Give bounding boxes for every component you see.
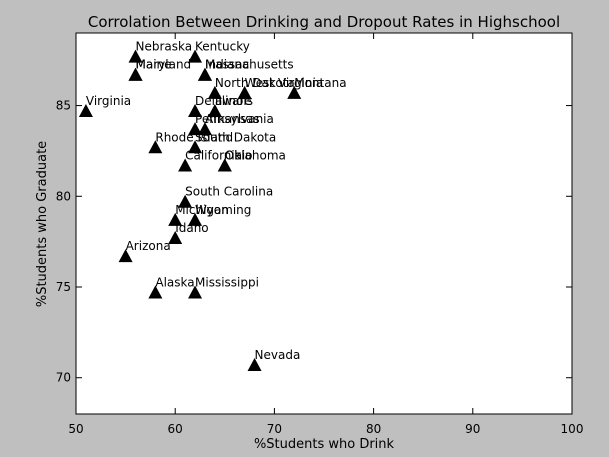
point-label: Rhode Island — [155, 130, 233, 144]
axis-ticks: 50 60 70 80 90 100 70 75 80 85 — [56, 33, 584, 436]
point-label: Nebraska — [136, 40, 193, 54]
point-label: Kentucky — [195, 40, 250, 54]
point-label: North Dakota — [215, 76, 295, 90]
point-label: Nevada — [255, 348, 301, 362]
point-label: Mississippi — [195, 275, 259, 289]
point-label: California — [185, 148, 242, 162]
point-label: South Dakota — [195, 130, 276, 144]
y-axis-label: %Students who Graduate — [35, 141, 50, 307]
data-point — [178, 194, 193, 208]
point-label: Delaware — [195, 94, 252, 108]
data-point — [188, 285, 203, 299]
data-point — [128, 49, 143, 63]
point-label: Arkansas — [205, 112, 260, 126]
data-marks — [78, 49, 302, 372]
data-point — [78, 104, 93, 118]
y-tick-label: 80 — [56, 189, 71, 203]
plot-frame — [75, 32, 573, 415]
y-tick-label: 70 — [56, 371, 71, 385]
data-point — [178, 158, 193, 172]
data-point — [188, 212, 203, 226]
data-point — [188, 122, 203, 136]
data-point — [128, 67, 143, 81]
data-point — [287, 85, 302, 99]
point-label: Maine — [136, 58, 172, 72]
point-label: West Virginia — [245, 76, 324, 90]
point-label: Ohio — [225, 148, 253, 162]
point-label: Oklahoma — [225, 148, 286, 162]
data-point — [247, 358, 262, 372]
data-point — [148, 140, 163, 154]
x-axis-label: %Students who Drink — [254, 437, 395, 452]
point-label: Alaska — [155, 275, 194, 289]
data-point — [118, 249, 133, 263]
data-point — [197, 122, 212, 136]
point-label: South Carolina — [185, 185, 273, 199]
x-tick-label: 60 — [168, 422, 183, 436]
y-tick-label: 75 — [56, 280, 71, 294]
data-point — [207, 104, 222, 118]
point-label: Montana — [294, 76, 346, 90]
data-point — [188, 49, 203, 63]
x-tick-label: 50 — [68, 422, 83, 436]
data-point — [197, 67, 212, 81]
data-point — [217, 158, 232, 172]
data-point — [188, 104, 203, 118]
point-label: Michigan — [175, 203, 229, 217]
point-label: Indiana — [205, 58, 249, 72]
data-point — [168, 212, 183, 226]
point-label: Arizona — [126, 239, 171, 253]
data-point — [148, 285, 163, 299]
data-point — [168, 231, 183, 245]
point-label: Illinois — [215, 94, 253, 108]
x-tick-label: 70 — [267, 422, 282, 436]
point-label: Maryland — [136, 58, 192, 72]
point-label: Virginia — [86, 94, 131, 108]
y-tick-label: 85 — [56, 99, 71, 113]
chart-title: Corrolation Between Drinking and Dropout… — [88, 13, 560, 31]
data-point — [207, 85, 222, 99]
plot-area — [76, 33, 572, 414]
point-label: Wyoming — [195, 203, 251, 217]
x-tick-label: 100 — [561, 422, 584, 436]
x-tick-label: 90 — [465, 422, 480, 436]
point-label: Massachusetts — [205, 58, 294, 72]
point-label: Pennsylvania — [195, 112, 274, 126]
point-label: Idaho — [175, 221, 208, 235]
data-point — [237, 85, 252, 99]
x-tick-label: 80 — [366, 422, 381, 436]
data-point — [188, 140, 203, 154]
